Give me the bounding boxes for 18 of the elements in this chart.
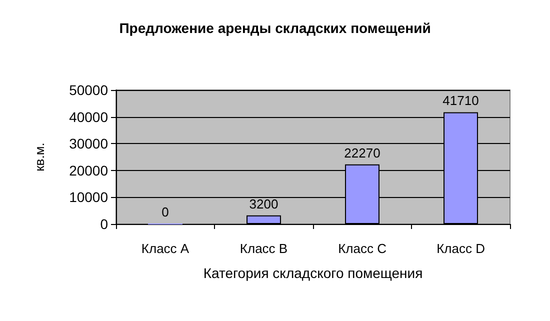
x-tick-label: Класс B [240, 241, 288, 256]
y-axis-title: кв.м. [32, 142, 47, 172]
bar [246, 215, 281, 224]
y-tick-label: 40000 [69, 108, 108, 125]
chart-title: Предложение аренды складских помещений [119, 20, 431, 36]
x-tick-label: Класс D [436, 241, 485, 256]
x-axis-title: Категория складского помещения [203, 265, 423, 281]
y-tick-label: 10000 [69, 189, 108, 206]
data-label: 41710 [442, 93, 479, 108]
data-label: 3200 [249, 196, 278, 212]
x-tick-label: Класс C [338, 241, 386, 256]
data-label: 0 [162, 204, 169, 220]
y-tick-label: 50000 [69, 82, 108, 98]
data-label: 22270 [344, 145, 380, 160]
y-tick-label: 20000 [69, 162, 108, 178]
x-tick-label: Класс A [141, 241, 190, 256]
y-tick-label: 0 [100, 216, 108, 232]
y-tick-label: 30000 [69, 136, 108, 152]
